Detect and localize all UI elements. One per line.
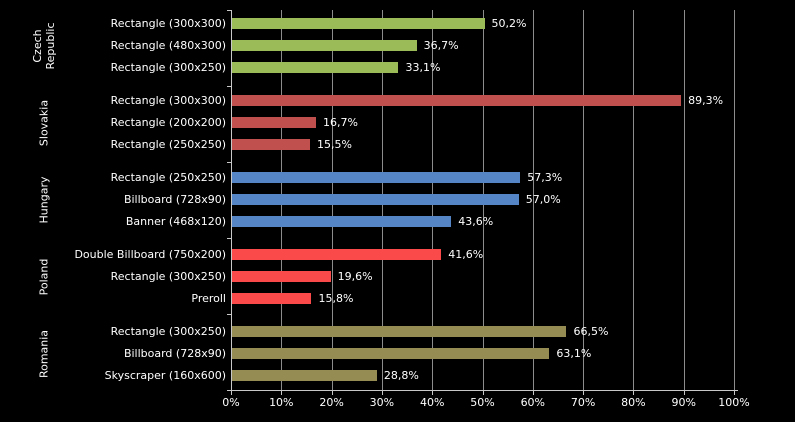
value-label: 89,3% — [688, 94, 724, 107]
value-label: 15,5% — [316, 138, 352, 151]
x-axis-tick-label: 80% — [621, 396, 646, 409]
x-axis-tick — [734, 391, 735, 395]
bar-label: Rectangle (250x250) — [110, 138, 226, 151]
gridline — [734, 10, 735, 390]
value-label: 33,1% — [405, 61, 441, 74]
bar — [232, 293, 312, 304]
value-label: 57,0% — [525, 193, 561, 206]
x-axis-tick-label: 10% — [269, 396, 294, 409]
y-axis-tick — [227, 162, 231, 163]
x-axis-tick — [381, 391, 383, 395]
value-label: 36,7% — [423, 39, 459, 52]
value-label: 19,6% — [337, 270, 373, 283]
bar — [232, 18, 485, 29]
x-axis-tick — [231, 391, 232, 395]
x-axis-tick-label: 90% — [671, 396, 696, 409]
value-label: 15,8% — [318, 292, 354, 305]
value-label: 28,8% — [383, 369, 419, 382]
bar — [232, 139, 310, 150]
y-axis-tick — [227, 314, 231, 315]
value-label: 66,5% — [573, 325, 609, 338]
bar-label: Rectangle (300x250) — [110, 270, 226, 283]
x-axis-tick-label: 30% — [369, 396, 395, 409]
x-axis-tick-label: 40% — [419, 396, 445, 409]
bar — [232, 370, 377, 381]
value-label: 63,1% — [556, 347, 592, 360]
x-axis-tick — [583, 391, 585, 395]
bar-label: Rectangle (480x300) — [110, 39, 226, 52]
x-axis-line — [231, 390, 738, 391]
x-axis-tick-label: 60% — [520, 396, 546, 409]
bar-label: Rectangle (250x250) — [110, 171, 226, 184]
x-axis-tick-label: 70% — [570, 396, 596, 409]
bar-label: Rectangle (200x200) — [110, 116, 226, 129]
bar-label: Rectangle (300x300) — [110, 17, 226, 30]
x-axis-tick — [432, 391, 434, 395]
bar-label: Billboard (728x90) — [123, 347, 226, 360]
x-axis-tick — [532, 391, 534, 395]
x-axis-tick — [482, 391, 484, 395]
gridline — [532, 10, 534, 390]
x-axis-tick-label: 20% — [319, 396, 344, 409]
bar-label: Skyscraper (160x600) — [104, 369, 226, 382]
y-axis-tick — [227, 390, 231, 391]
bar — [232, 40, 417, 51]
bar-label: Rectangle (300x250) — [110, 325, 226, 338]
bar-label: Rectangle (300x250) — [110, 61, 226, 74]
value-label: 50,2% — [491, 17, 527, 30]
bar — [232, 348, 550, 359]
bar — [232, 326, 567, 337]
y-axis-line — [231, 10, 232, 390]
bar-label: Preroll — [191, 292, 226, 305]
bar-label: Billboard (728x90) — [123, 193, 226, 206]
gridline — [633, 10, 635, 390]
x-axis-tick-label: 0% — [222, 396, 240, 409]
x-axis-tick — [633, 391, 635, 395]
y-axis-tick — [227, 238, 231, 239]
value-label: 16,7% — [323, 116, 358, 129]
bar-label: Double Billboard (750x200) — [74, 248, 226, 261]
x-axis-tick-label: 50% — [470, 396, 495, 409]
bar-label: Banner (468x120) — [125, 215, 226, 228]
x-axis-tick — [683, 391, 685, 395]
bar — [232, 117, 316, 128]
bar — [232, 216, 452, 227]
y-axis-tick — [227, 86, 231, 87]
bar — [232, 249, 442, 260]
value-label: 41,6% — [448, 248, 484, 261]
x-axis-tick-label: 100% — [718, 396, 750, 409]
bar — [232, 194, 519, 205]
gridline — [683, 10, 685, 390]
x-axis-tick — [331, 391, 333, 395]
x-axis-tick — [281, 391, 283, 395]
value-label: 43,6% — [458, 215, 494, 228]
bar — [232, 172, 521, 183]
value-label: 57,3% — [527, 171, 563, 184]
y-axis-tick — [227, 10, 231, 11]
bar — [232, 95, 682, 106]
bar-label: Rectangle (300x300) — [110, 94, 226, 107]
gridline — [583, 10, 585, 390]
bar — [232, 62, 399, 73]
bar — [232, 271, 331, 282]
